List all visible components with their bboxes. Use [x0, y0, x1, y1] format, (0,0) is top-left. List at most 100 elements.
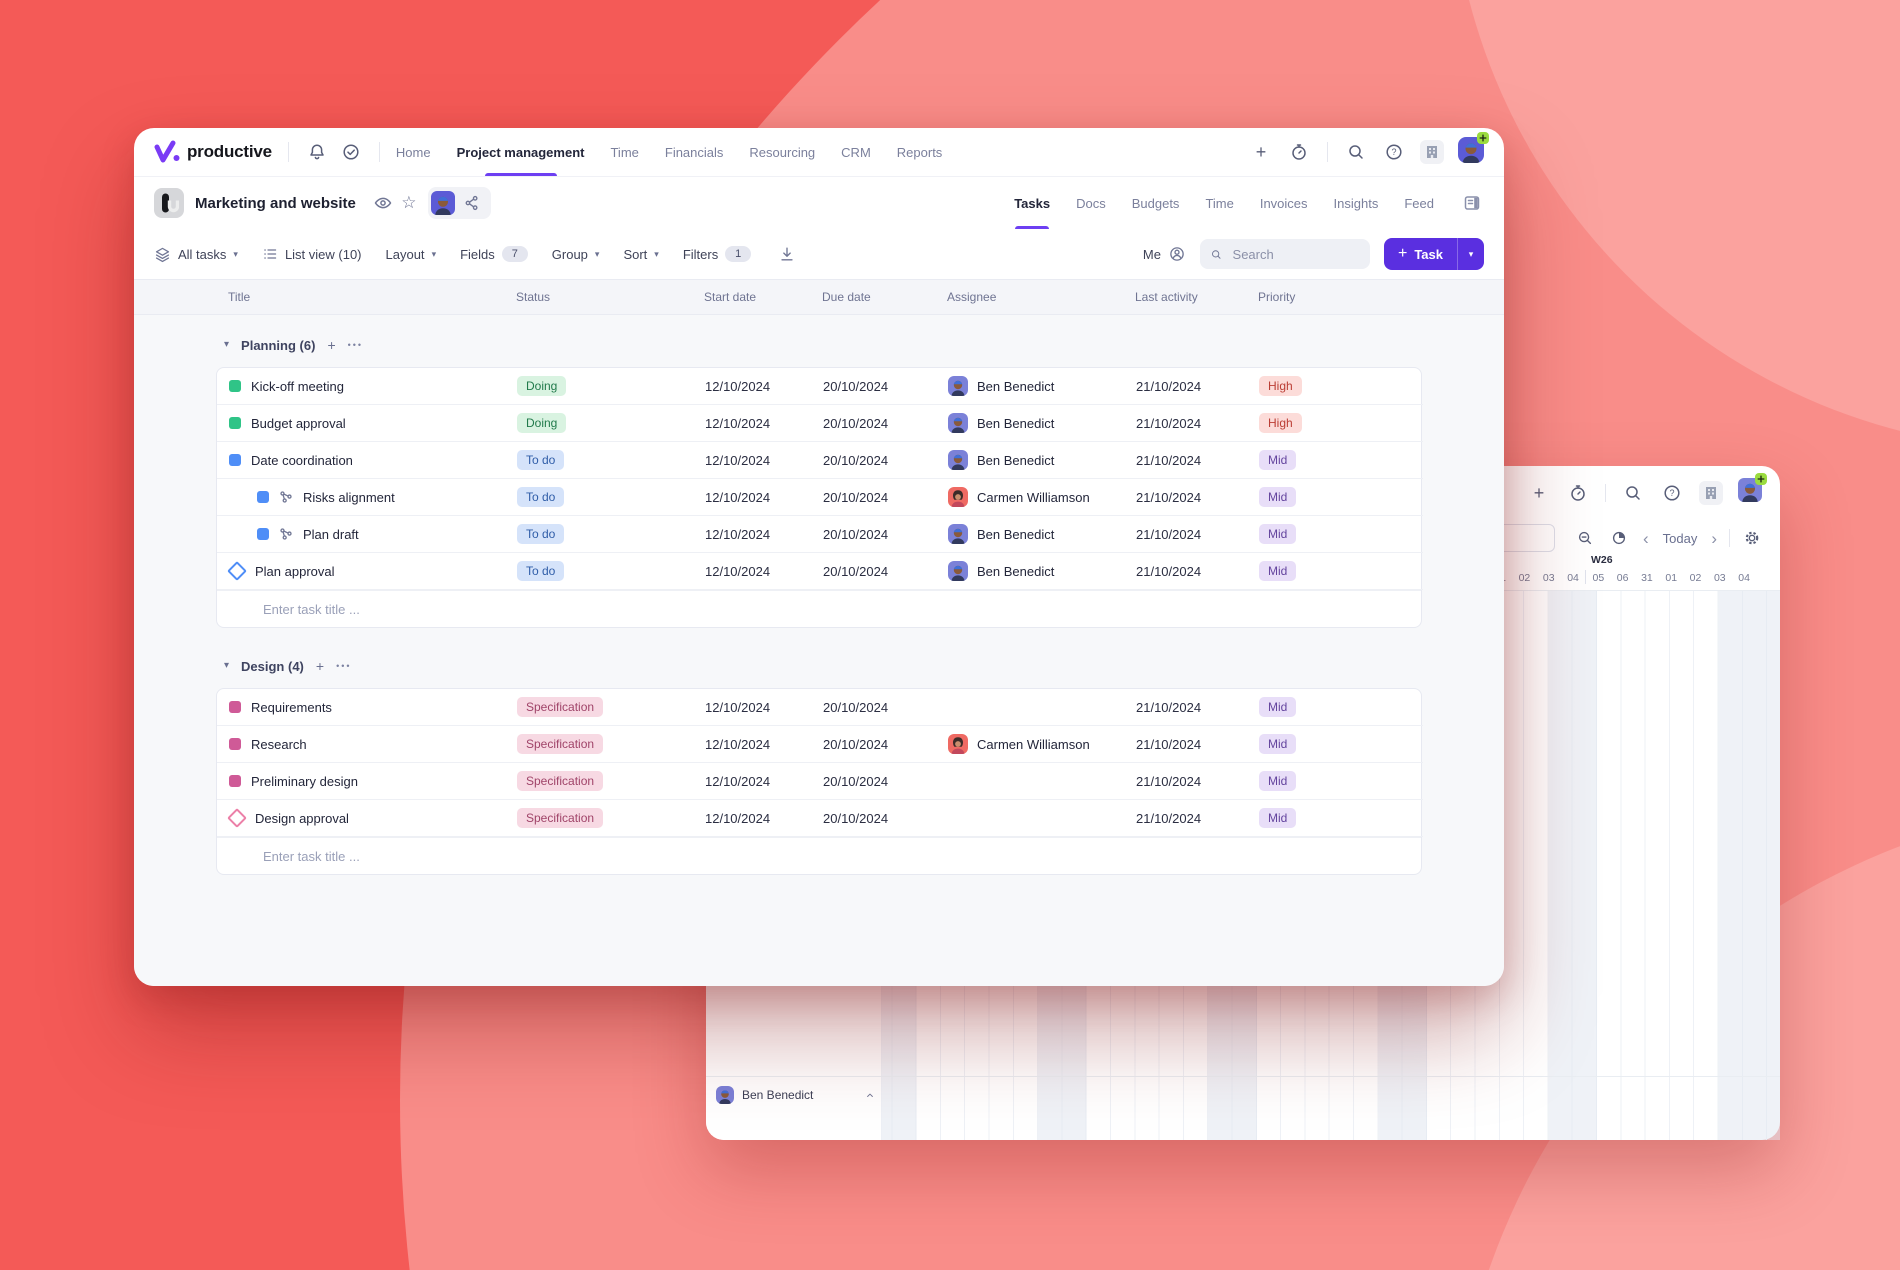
project-icon[interactable] — [154, 188, 184, 218]
status-badge[interactable]: To do — [517, 487, 565, 507]
status-badge[interactable]: Specification — [517, 808, 604, 828]
fields-menu[interactable]: Fields 7 — [460, 246, 528, 262]
nav-item-crm[interactable]: CRM — [841, 144, 871, 160]
start-date[interactable]: 12/10/2024 — [705, 415, 771, 431]
sort-menu[interactable]: Sort ▾ — [623, 246, 659, 262]
assignee-cell[interactable]: Ben Benedict — [948, 561, 1136, 581]
task-title[interactable]: Design approval — [255, 810, 349, 826]
assigned-to-me-filter[interactable]: Me — [1143, 245, 1186, 263]
favorite-star-icon[interactable]: ☆ — [401, 193, 417, 212]
due-date[interactable]: 20/10/2024 — [823, 699, 889, 715]
nav-item-time[interactable]: Time — [610, 144, 639, 160]
start-date[interactable]: 12/10/2024 — [705, 489, 771, 505]
assignee-cell[interactable]: Ben Benedict — [948, 524, 1136, 544]
column-due-date[interactable]: Due date — [822, 290, 871, 304]
priority-badge[interactable]: Mid — [1259, 697, 1297, 717]
tab-feed[interactable]: Feed — [1404, 195, 1434, 211]
assignee-cell[interactable]: Ben Benedict — [948, 450, 1136, 470]
start-date[interactable]: 12/10/2024 — [705, 736, 771, 752]
table-row[interactable]: Budget approval Doing 12/10/2024 20/10/2… — [217, 405, 1423, 442]
layout-menu[interactable]: Layout ▾ — [385, 246, 437, 262]
nav-item-reports[interactable]: Reports — [896, 144, 943, 160]
column-start-date[interactable]: Start date — [704, 290, 757, 304]
table-row[interactable]: Requirements Specification 12/10/2024 20… — [217, 689, 1423, 726]
start-date[interactable]: 12/10/2024 — [705, 526, 771, 542]
start-date[interactable]: 12/10/2024 — [705, 810, 771, 826]
status-badge[interactable]: To do — [517, 524, 565, 544]
task-title[interactable]: Research — [251, 736, 307, 752]
task-title[interactable]: Kick-off meeting — [251, 378, 344, 394]
help-icon[interactable]: ? — [1382, 140, 1406, 164]
group-name[interactable]: Design (4) — [241, 658, 304, 674]
add-icon[interactable]: + — [1255, 142, 1267, 162]
due-date[interactable]: 20/10/2024 — [823, 452, 889, 468]
column-status[interactable]: Status — [516, 290, 551, 304]
start-date[interactable]: 12/10/2024 — [705, 563, 771, 579]
timer-icon[interactable] — [1287, 140, 1311, 164]
new-task-placeholder-row[interactable]: Enter task title ... — [217, 837, 1421, 874]
new-task-button[interactable]: + Task ▾ — [1383, 238, 1484, 270]
members-share-group[interactable] — [427, 187, 491, 219]
priority-badge[interactable]: Mid — [1259, 734, 1297, 754]
table-row-subtask[interactable]: Risks alignment To do 12/10/2024 20/10/2… — [217, 479, 1423, 516]
filters-menu[interactable]: Filters 1 — [683, 246, 752, 262]
search-icon[interactable] — [1621, 481, 1645, 505]
status-badge[interactable]: Doing — [517, 376, 567, 396]
start-date[interactable]: 12/10/2024 — [705, 699, 771, 715]
status-badge[interactable]: Doing — [517, 413, 567, 433]
table-row[interactable]: Design approval Specification 12/10/2024… — [217, 800, 1423, 837]
nav-item-project-management[interactable]: Project management — [457, 128, 585, 176]
column-last-activity[interactable]: Last activity — [1135, 290, 1198, 304]
add-task-icon[interactable]: + — [315, 658, 325, 674]
due-date[interactable]: 20/10/2024 — [823, 489, 889, 505]
search-input[interactable] — [1230, 245, 1360, 263]
tab-invoices[interactable]: Invoices — [1259, 195, 1308, 211]
table-row-subtask[interactable]: Plan draft To do 12/10/2024 20/10/2024 B… — [217, 516, 1423, 553]
today-button[interactable]: Today — [1662, 530, 1698, 546]
status-badge[interactable]: Specification — [517, 771, 604, 791]
tab-docs[interactable]: Docs — [1076, 195, 1106, 211]
table-row[interactable]: Date coordination To do 12/10/2024 20/10… — [217, 442, 1423, 479]
nav-item-home[interactable]: Home — [395, 144, 431, 160]
table-row[interactable]: Preliminary design Specification 12/10/2… — [217, 763, 1423, 800]
group-overflow-icon[interactable]: ••• — [347, 340, 364, 350]
help-icon[interactable]: ? — [1660, 481, 1684, 505]
export-download-icon[interactable] — [775, 242, 799, 266]
task-title[interactable]: Risks alignment — [303, 489, 395, 505]
notifications-bell-icon[interactable] — [305, 140, 329, 164]
zoom-out-icon[interactable] — [1573, 526, 1597, 550]
task-search[interactable] — [1199, 239, 1370, 269]
tab-insights[interactable]: Insights — [1333, 195, 1379, 211]
my-tasks-check-icon[interactable] — [339, 140, 363, 164]
tab-budgets[interactable]: Budgets — [1131, 195, 1180, 211]
priority-badge[interactable]: Mid — [1259, 487, 1297, 507]
table-row[interactable]: Kick-off meeting Doing 12/10/2024 20/10/… — [217, 368, 1423, 405]
user-avatar[interactable] — [1738, 473, 1767, 507]
organization-icon[interactable] — [1699, 480, 1723, 505]
due-date[interactable]: 20/10/2024 — [823, 773, 889, 789]
side-panel-icon[interactable] — [1460, 191, 1484, 215]
prev-period-icon[interactable]: ‹ — [1642, 528, 1649, 548]
due-date[interactable]: 20/10/2024 — [823, 526, 889, 542]
next-period-icon[interactable]: › — [1711, 528, 1717, 548]
group-name[interactable]: Planning (6) — [241, 337, 316, 353]
task-title[interactable]: Date coordination — [251, 452, 353, 468]
assignee-cell[interactable]: Carmen Williamson — [948, 487, 1136, 507]
assignee-cell[interactable]: Carmen Williamson — [948, 734, 1136, 754]
due-date[interactable]: 20/10/2024 — [823, 563, 889, 579]
priority-badge[interactable]: Mid — [1259, 808, 1297, 828]
table-row[interactable]: Research Specification 12/10/2024 20/10/… — [217, 726, 1423, 763]
settings-gear-icon[interactable] — [1740, 526, 1764, 550]
start-date[interactable]: 12/10/2024 — [705, 773, 771, 789]
new-task-dropdown[interactable]: ▾ — [1457, 238, 1484, 270]
user-avatar[interactable] — [1458, 131, 1489, 168]
task-title[interactable]: Preliminary design — [251, 773, 358, 789]
priority-badge[interactable]: High — [1259, 413, 1302, 433]
assignee-cell[interactable]: Ben Benedict — [948, 413, 1136, 433]
due-date[interactable]: 20/10/2024 — [823, 378, 889, 394]
due-date[interactable]: 20/10/2024 — [823, 810, 889, 826]
column-title[interactable]: Title — [228, 290, 251, 304]
collapse-chevron-icon[interactable] — [864, 1089, 876, 1101]
status-badge[interactable]: To do — [517, 561, 565, 581]
priority-badge[interactable]: Mid — [1259, 561, 1297, 581]
